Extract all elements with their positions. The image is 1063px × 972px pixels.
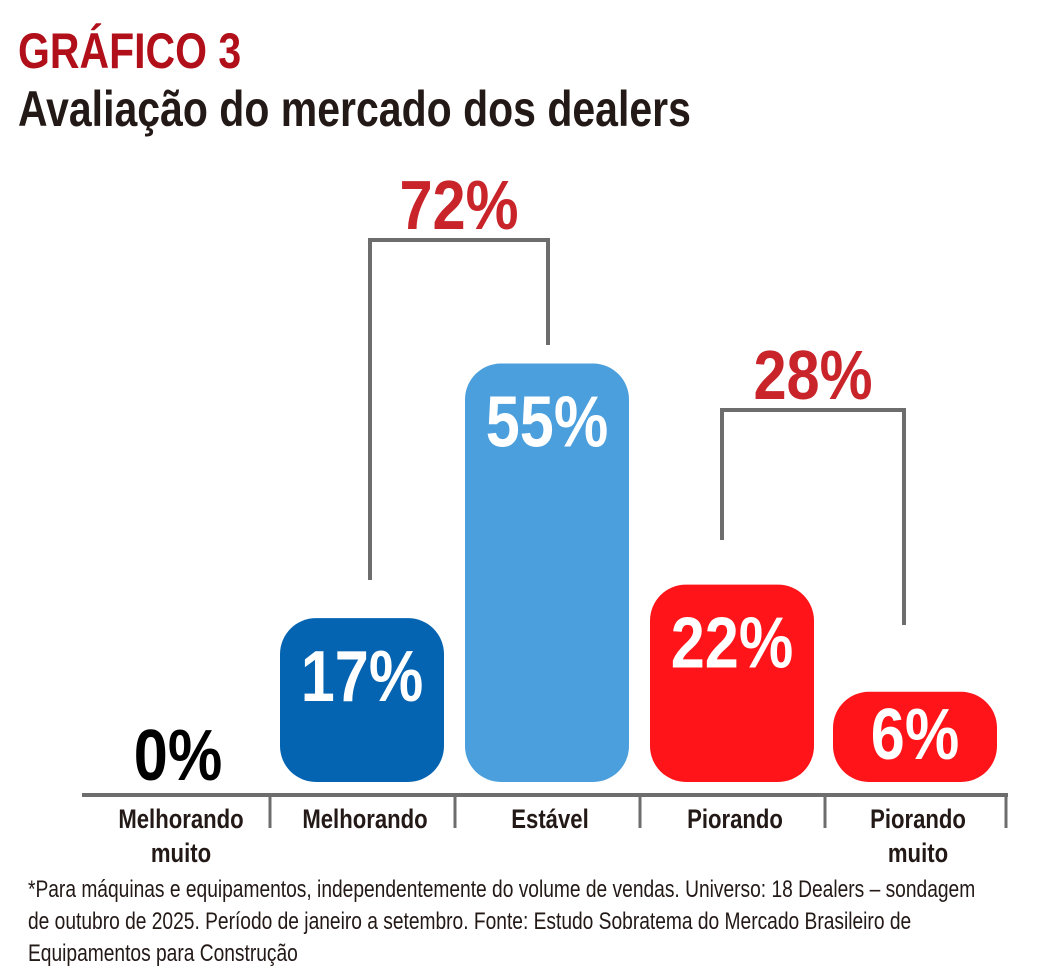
footnote-line: de outubro de 2025. Período de janeiro a…: [28, 907, 911, 935]
tick-label: muito: [888, 839, 948, 869]
tick-label: Melhorando: [302, 805, 427, 835]
data-label: 6%: [871, 695, 959, 775]
bar: [465, 363, 629, 782]
footnote-line: Equipamentos para Construção: [28, 939, 298, 967]
footnote-line: *Para máquinas e equipamentos, independe…: [28, 875, 975, 903]
bar: [650, 584, 814, 782]
group-bracket: [720, 408, 906, 625]
tick-label: muito: [151, 839, 211, 869]
group-label: 28%: [753, 335, 872, 414]
data-label: 22%: [671, 604, 793, 684]
data-label: 0%: [134, 716, 222, 796]
tick-label: Piorando: [687, 805, 783, 835]
tick-label: Melhorando: [118, 805, 243, 835]
data-label: 55%: [486, 383, 608, 463]
group-label: 72%: [399, 165, 518, 244]
chart-title: GRÁFICO 3: [18, 23, 241, 79]
bar: [280, 618, 444, 782]
tick-label: Estável: [511, 805, 588, 835]
bar: [833, 691, 997, 782]
group-bracket: [368, 238, 550, 580]
data-label: 17%: [301, 638, 423, 718]
tick-label: Piorando: [870, 805, 966, 835]
chart-subtitle: Avaliação do mercado dos dealers: [18, 81, 691, 137]
